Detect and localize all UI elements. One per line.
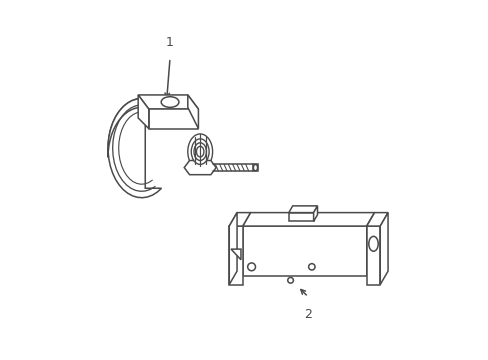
Polygon shape	[148, 109, 198, 129]
Polygon shape	[366, 226, 380, 284]
Polygon shape	[187, 95, 198, 129]
Polygon shape	[242, 226, 366, 276]
Polygon shape	[366, 213, 387, 226]
Ellipse shape	[187, 134, 212, 169]
Polygon shape	[108, 99, 161, 198]
Polygon shape	[229, 213, 250, 226]
Polygon shape	[138, 95, 148, 129]
Text: 2: 2	[304, 307, 312, 321]
Polygon shape	[366, 213, 374, 276]
Ellipse shape	[196, 146, 203, 157]
Polygon shape	[184, 161, 216, 175]
Polygon shape	[288, 213, 313, 221]
Polygon shape	[313, 206, 317, 221]
Polygon shape	[108, 99, 161, 157]
Ellipse shape	[308, 264, 314, 270]
Polygon shape	[253, 165, 257, 171]
Polygon shape	[229, 213, 237, 284]
Ellipse shape	[161, 97, 179, 107]
Ellipse shape	[253, 165, 257, 171]
Ellipse shape	[194, 143, 206, 161]
Ellipse shape	[368, 237, 377, 251]
Polygon shape	[242, 213, 374, 226]
Ellipse shape	[191, 139, 209, 165]
Polygon shape	[229, 226, 242, 284]
Polygon shape	[230, 249, 241, 260]
Ellipse shape	[287, 278, 293, 283]
Polygon shape	[288, 206, 317, 213]
Polygon shape	[380, 213, 387, 284]
Text: 1: 1	[166, 36, 174, 49]
Ellipse shape	[247, 263, 255, 271]
Polygon shape	[138, 95, 198, 109]
